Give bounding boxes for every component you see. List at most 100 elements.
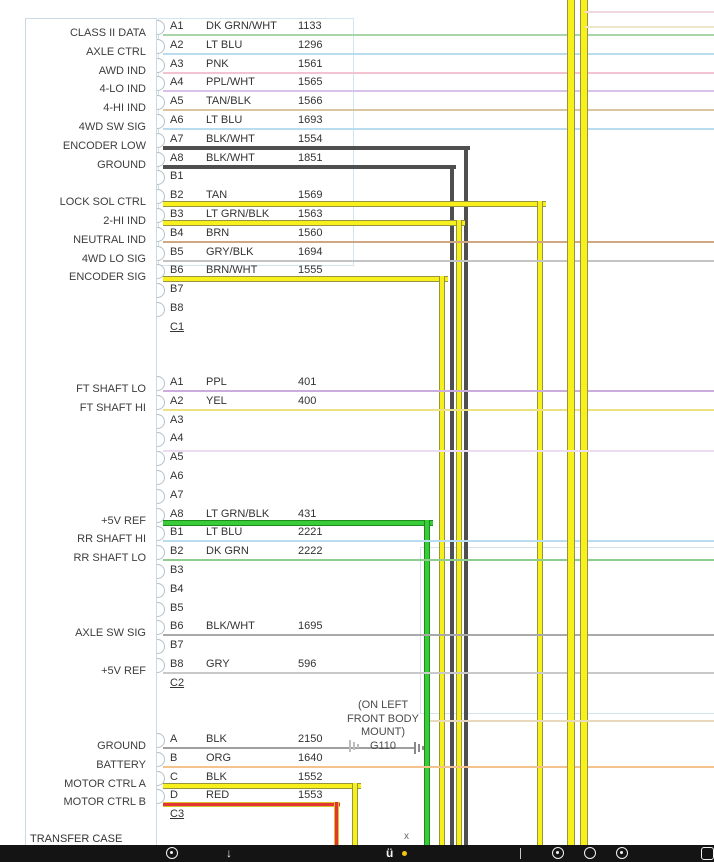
wire-circuit-1553[interactable] — [163, 802, 340, 808]
wire-circuit-1554[interactable] — [464, 145, 468, 845]
wire-circuit-2222[interactable] — [163, 559, 714, 562]
wire-color-label: LT BLU — [206, 114, 243, 126]
circle-icon[interactable] — [584, 847, 596, 859]
wire-color-label: YEL — [206, 394, 227, 407]
pin-id: A1 — [170, 376, 184, 388]
wire-circuit-431[interactable] — [424, 519, 430, 845]
background-wire-0[interactable] — [585, 11, 714, 13]
wire-circuit-596[interactable] — [163, 672, 714, 674]
trunk-wire-0[interactable] — [567, 0, 575, 845]
wire-circuit-1851[interactable] — [163, 164, 456, 169]
wire-circuit-1552[interactable] — [163, 782, 361, 789]
background-wire-3[interactable] — [430, 720, 714, 722]
ground-symbol-icon — [349, 739, 360, 753]
pin-id: A2 — [170, 38, 184, 51]
download-icon[interactable]: ↓ — [226, 846, 232, 860]
component-label: TRANSFER CASE — [30, 833, 123, 845]
circuit-number: 1565 — [298, 76, 323, 89]
clock-icon[interactable] — [166, 847, 178, 859]
pin-row: B3 LT GRN/BLK 1563 — [156, 206, 386, 225]
pin-row: A6 — [156, 468, 386, 487]
record-circle-icon[interactable] — [552, 847, 564, 859]
terminal-bracket-icon — [157, 151, 165, 167]
signal-label: LOCK SOL CTRL — [59, 196, 146, 209]
wire-color-label: RED — [206, 789, 230, 802]
signal-label: FT SHAFT LO — [76, 383, 146, 395]
wire-circuit-1554[interactable] — [163, 145, 470, 150]
ground-note-line: FRONT BODY — [347, 712, 419, 725]
circuit-number: 431 — [298, 507, 317, 520]
circuit-number: 1133 — [298, 20, 322, 32]
pin-id: B5 — [170, 245, 184, 258]
pin-row: B7 — [156, 637, 386, 656]
signal-label: GROUND — [97, 158, 146, 171]
signal-label: AWD IND — [98, 64, 146, 77]
circuit-number: 1553 — [298, 789, 323, 802]
background-wire-2[interactable] — [163, 450, 714, 452]
circuit-number: 1851 — [298, 151, 323, 164]
circuit-number: 400 — [298, 394, 317, 407]
signal-label: +5V REF — [101, 665, 146, 677]
wire-circuit-1555[interactable] — [163, 276, 448, 283]
wire-circuit-1561[interactable] — [163, 71, 714, 74]
wire-circuit-1694[interactable] — [163, 259, 714, 262]
trunk-wire-1[interactable] — [580, 0, 588, 845]
pin-row: B6 BLK/WHT 1695 — [156, 618, 386, 637]
wire-circuit-1569[interactable] — [163, 201, 546, 208]
wire-circuit-431[interactable] — [163, 519, 433, 526]
pin-row: A3 PNK 1561 — [156, 56, 386, 75]
pin-row: D RED 1553 — [156, 787, 386, 806]
wire-circuit-1565[interactable] — [163, 90, 714, 93]
circuit-number: 2222 — [298, 545, 323, 558]
background-wire-1[interactable] — [585, 26, 714, 28]
pin-id: C — [170, 770, 178, 783]
clock-small-icon[interactable] — [616, 847, 628, 859]
signal-label: ENCODER LOW — [62, 139, 146, 152]
wire-circuit-2221[interactable] — [163, 540, 714, 543]
wire-circuit-1851[interactable] — [450, 164, 454, 845]
signal-label: AXLE CTRL — [86, 45, 146, 58]
wire-circuit-1563[interactable] — [456, 220, 462, 845]
wire-circuit-1133[interactable] — [163, 34, 714, 36]
pin-row: A6 LT BLU 1693 — [156, 112, 386, 131]
pin-row: A2 LT BLU 1296 — [156, 37, 386, 56]
terminal-bracket-icon — [157, 413, 165, 429]
user-icon[interactable]: ü — [386, 846, 394, 860]
pin-row: B3 — [156, 562, 386, 581]
wire-circuit-401[interactable] — [163, 390, 714, 392]
wire-circuit-1296[interactable] — [163, 52, 714, 55]
wire-circuit-1569[interactable] — [537, 201, 543, 845]
connector-id-c2: C2 — [170, 676, 185, 689]
wire-color-label: PPL — [206, 376, 227, 388]
pin-id: B3 — [170, 208, 184, 220]
transfer-case-box: TRANSFER CASE — [25, 18, 157, 847]
wire-circuit-1553[interactable] — [334, 802, 339, 845]
wire-circuit-1566[interactable] — [163, 109, 714, 112]
pin-id: A7 — [170, 132, 184, 145]
wire-circuit-1693[interactable] — [163, 128, 714, 130]
circuit-number: 1693 — [298, 114, 323, 126]
wire-circuit-1552[interactable] — [352, 782, 358, 845]
pin-id: B7 — [170, 283, 184, 296]
wire-color-label: BRN — [206, 226, 230, 239]
wire-circuit-400[interactable] — [163, 408, 714, 411]
pin-id: A5 — [170, 95, 184, 108]
pin-id: B — [170, 751, 178, 764]
pin-row: B5 GRY/BLK 1694 — [156, 244, 386, 263]
pin-id: B4 — [170, 582, 184, 595]
circuit-number: 1566 — [298, 95, 323, 108]
wire-circuit-2150[interactable] — [163, 747, 414, 749]
pin-row: A8 LT GRN/BLK 431 — [156, 506, 386, 525]
ground-note-line: (ON LEFT — [357, 699, 409, 711]
wire-circuit-1695[interactable] — [163, 634, 714, 637]
pin-row: B2 TAN 1569 — [156, 187, 386, 206]
wire-circuit-1640[interactable] — [163, 765, 714, 768]
app-icon[interactable] — [701, 847, 714, 860]
pin-id: A5 — [170, 451, 184, 464]
wire-circuit-1563[interactable] — [163, 220, 465, 226]
wire-circuit-1560[interactable] — [163, 240, 714, 243]
pin-id: B6 — [170, 264, 184, 277]
